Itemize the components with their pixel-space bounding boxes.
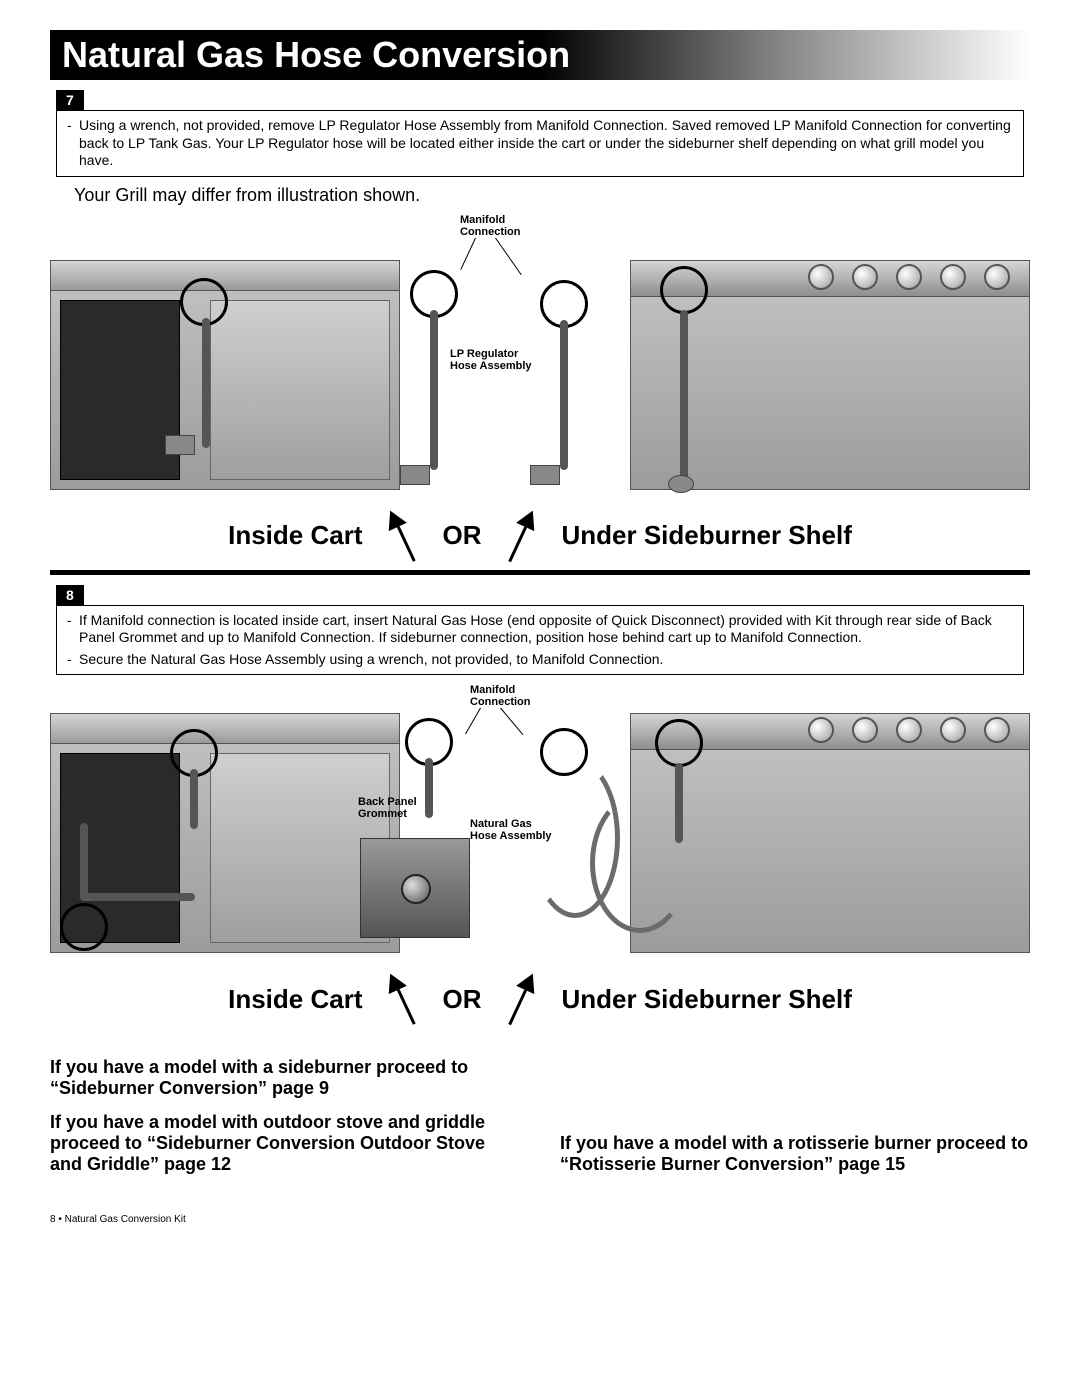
knob-icon	[808, 264, 834, 290]
dash-icon: -	[67, 651, 79, 669]
illustration-step-8: Manifold Connection Back Panel Grommet N…	[50, 683, 1030, 963]
knob-icon	[984, 717, 1010, 743]
label-back-grommet: Back Panel Grommet	[358, 796, 417, 820]
grill-inside-cart	[50, 240, 400, 490]
step-8-text-2: Secure the Natural Gas Hose Assembly usi…	[79, 651, 663, 669]
option-row-8: Inside Cart OR Under Sideburner Shelf	[50, 971, 1030, 1027]
knob-icon	[852, 264, 878, 290]
knob-icon	[852, 717, 878, 743]
option-under-sideburner: Under Sideburner Shelf	[561, 520, 851, 551]
arrow-up-icon	[501, 506, 543, 565]
hose-icon	[202, 318, 210, 448]
grill-inside-cart	[50, 693, 400, 953]
step-8-tag: 8	[56, 585, 84, 605]
step-7-instructions: - Using a wrench, not provided, remove L…	[56, 110, 1024, 177]
grommet-icon	[401, 874, 431, 904]
knob-row	[808, 717, 1010, 743]
dash-icon: -	[67, 612, 79, 647]
note-stove-griddle: If you have a model with outdoor stove a…	[50, 1112, 520, 1174]
arrow-up-icon	[501, 969, 543, 1028]
illustration-step-7: Manifold Connection LP Regulator Hose As…	[50, 210, 1030, 500]
section-divider	[50, 570, 1030, 575]
knob-icon	[808, 717, 834, 743]
callout-circle	[655, 719, 703, 767]
fitting-icon	[400, 465, 430, 485]
label-lp-regulator: LP Regulator Hose Assembly	[450, 348, 532, 372]
step-8-text-1: If Manifold connection is located inside…	[79, 612, 1013, 647]
middle-hose-group: Manifold Connection LP Regulator Hose As…	[390, 230, 640, 490]
page-footer: 8 • Natural Gas Conversion Kit	[50, 1214, 1030, 1225]
grill-sideburner	[630, 693, 1030, 953]
hose-icon	[190, 769, 198, 829]
step-8-instructions: - If Manifold connection is located insi…	[56, 605, 1024, 676]
inset-grommet	[360, 838, 470, 938]
option-or: OR	[442, 520, 481, 551]
hose-icon	[425, 758, 433, 818]
hose-icon	[80, 893, 195, 901]
hose-icon	[430, 310, 438, 470]
knob-icon	[896, 264, 922, 290]
arrow-up-icon	[382, 969, 424, 1028]
arrow-up-icon	[382, 506, 424, 565]
option-row-7: Inside Cart OR Under Sideburner Shelf	[50, 508, 1030, 564]
fitting-icon	[668, 475, 694, 493]
knob-icon	[984, 264, 1010, 290]
fitting-icon	[530, 465, 560, 485]
bottom-notes: If you have a model with a sideburner pr…	[50, 1057, 1030, 1174]
knob-icon	[940, 264, 966, 290]
option-inside-cart: Inside Cart	[228, 520, 362, 551]
hose-icon	[680, 310, 688, 480]
knob-row	[808, 264, 1010, 290]
knob-icon	[940, 717, 966, 743]
step-7-tag: 7	[56, 90, 84, 110]
note-rotisserie: If you have a model with a rotisserie bu…	[560, 1133, 1030, 1174]
label-manifold: Manifold Connection	[470, 684, 531, 708]
callout-circle	[660, 266, 708, 314]
fitting-icon	[165, 435, 195, 455]
option-or: OR	[442, 984, 481, 1015]
note-sideburner: If you have a model with a sideburner pr…	[50, 1057, 520, 1098]
label-manifold: Manifold Connection	[460, 214, 521, 238]
hose-icon	[80, 823, 88, 901]
option-inside-cart: Inside Cart	[228, 984, 362, 1015]
label-ng-hose: Natural Gas Hose Assembly	[470, 818, 552, 842]
hose-icon	[560, 320, 568, 470]
step-7-text: Using a wrench, not provided, remove LP …	[79, 117, 1013, 170]
page-title: Natural Gas Hose Conversion	[50, 30, 1030, 80]
option-under-sideburner: Under Sideburner Shelf	[561, 984, 851, 1015]
differ-note: Your Grill may differ from illustration …	[74, 185, 1030, 206]
callout-circle	[60, 903, 108, 951]
knob-icon	[896, 717, 922, 743]
hose-icon	[590, 793, 690, 933]
dash-icon: -	[67, 117, 79, 170]
grill-sideburner	[630, 240, 1030, 490]
